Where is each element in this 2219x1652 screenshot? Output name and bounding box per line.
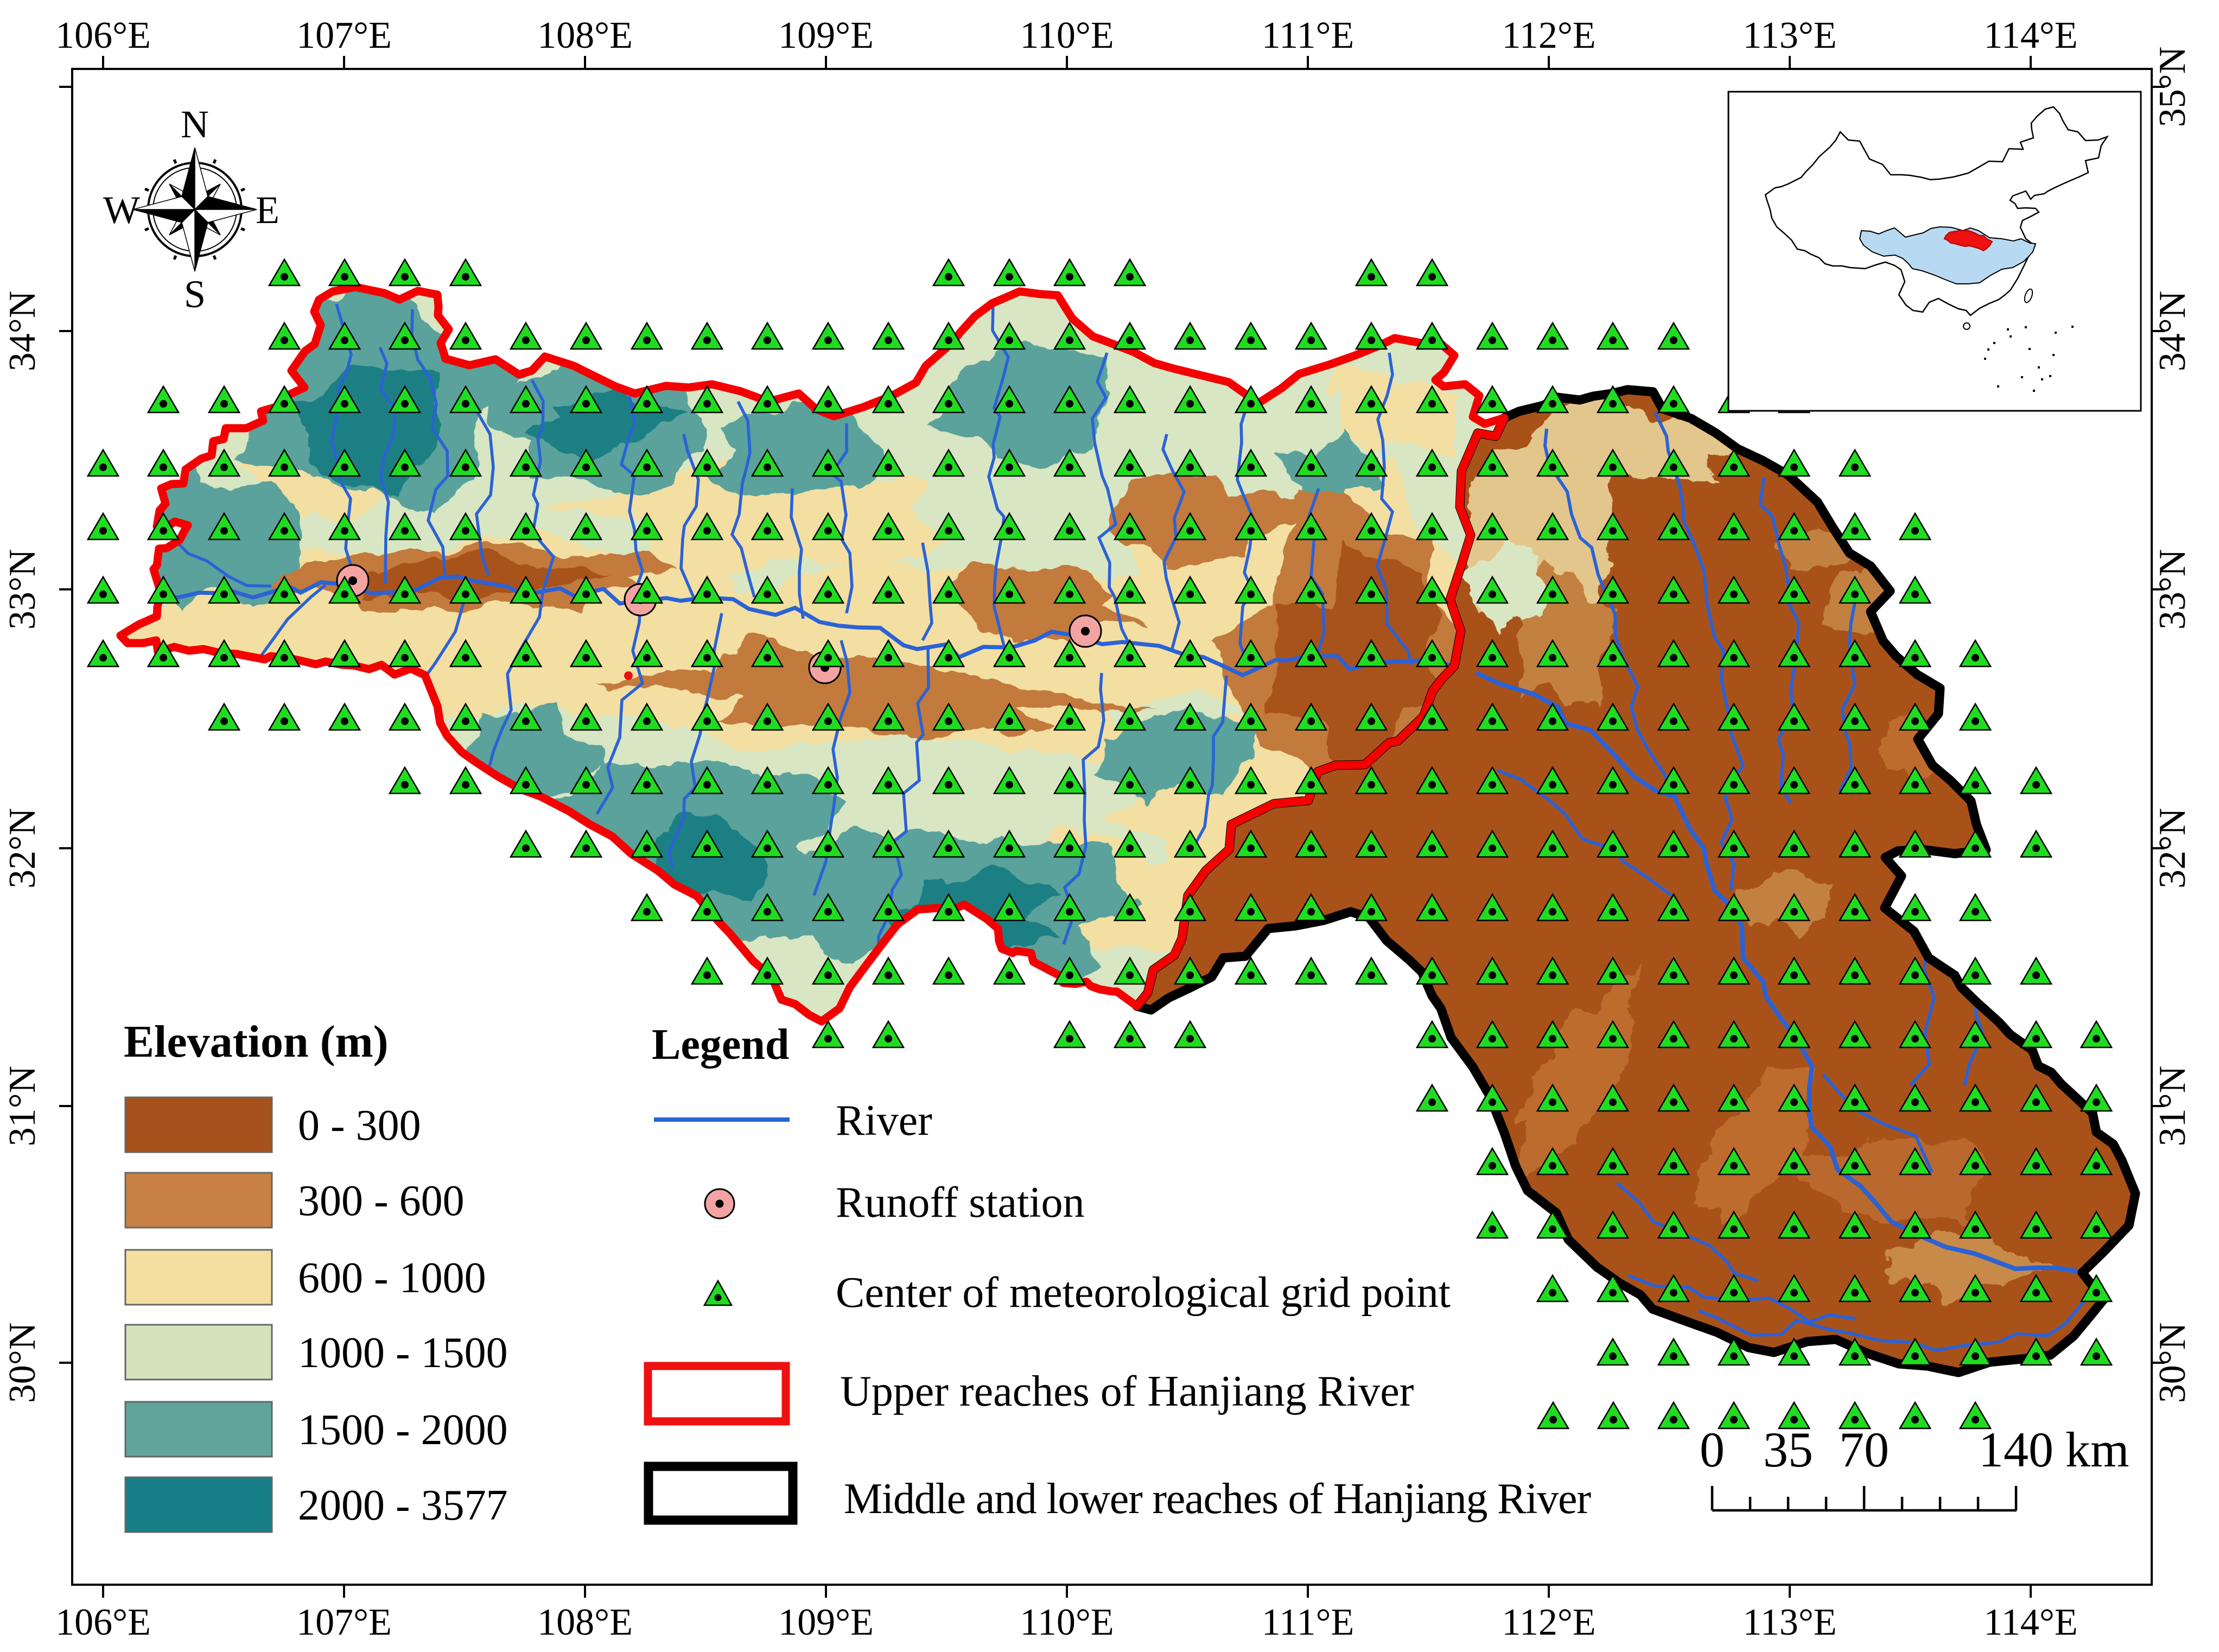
svg-text:70: 70 — [1839, 1422, 1889, 1477]
svg-text:114°E: 114°E — [1983, 1602, 2077, 1643]
svg-text:108°E: 108°E — [537, 15, 633, 56]
svg-text:114°E: 114°E — [1983, 15, 2077, 56]
svg-text:33°N: 33°N — [2152, 549, 2193, 630]
svg-text:106°E: 106°E — [55, 15, 151, 56]
svg-text:35: 35 — [1763, 1422, 1813, 1477]
svg-text:31°N: 31°N — [2152, 1066, 2193, 1147]
svg-text:Legend: Legend — [652, 1021, 789, 1069]
svg-text:30°N: 30°N — [2, 1323, 43, 1403]
svg-text:112°E: 112°E — [1502, 1602, 1595, 1643]
svg-text:W: W — [103, 188, 140, 232]
svg-text:Upper reaches of Hanjiang Rive: Upper reaches of Hanjiang River — [840, 1368, 1414, 1415]
svg-text:33°N: 33°N — [2, 549, 43, 630]
svg-text:km: km — [2065, 1422, 2129, 1477]
svg-text:Elevation (m): Elevation (m) — [124, 1016, 389, 1067]
svg-text:1500 - 2000: 1500 - 2000 — [298, 1406, 508, 1454]
svg-text:107°E: 107°E — [296, 1602, 392, 1643]
svg-text:35°N: 35°N — [2152, 47, 2193, 128]
svg-text:110°E: 110°E — [1020, 1602, 1114, 1643]
svg-text:River: River — [836, 1097, 932, 1145]
svg-text:E: E — [256, 188, 279, 232]
svg-text:Runoff station: Runoff station — [836, 1179, 1085, 1227]
svg-text:34°N: 34°N — [2152, 291, 2193, 372]
svg-text:107°E: 107°E — [296, 15, 392, 56]
svg-text:31°N: 31°N — [2, 1066, 43, 1147]
svg-text:111°E: 111°E — [1262, 1602, 1355, 1643]
svg-text:32°N: 32°N — [2152, 808, 2193, 889]
svg-text:109°E: 109°E — [778, 15, 874, 56]
svg-text:113°E: 113°E — [1743, 15, 1836, 56]
svg-text:30°N: 30°N — [2152, 1323, 2193, 1403]
svg-text:112°E: 112°E — [1502, 15, 1595, 56]
svg-text:111°E: 111°E — [1262, 15, 1355, 56]
svg-text:300 - 600: 300 - 600 — [298, 1177, 465, 1225]
svg-text:1000 - 1500: 1000 - 1500 — [298, 1329, 508, 1377]
svg-text:0: 0 — [1700, 1422, 1725, 1477]
svg-text:Middle and lower reaches of Ha: Middle and lower reaches of Hanjiang Riv… — [844, 1475, 1591, 1523]
svg-text:106°E: 106°E — [55, 1602, 151, 1643]
svg-text:0 - 300: 0 - 300 — [298, 1102, 421, 1149]
svg-text:140: 140 — [1979, 1422, 2053, 1477]
svg-text:N: N — [181, 103, 209, 146]
svg-text:34°N: 34°N — [2, 291, 43, 372]
svg-text:S: S — [184, 272, 206, 316]
svg-text:600 - 1000: 600 - 1000 — [298, 1254, 486, 1302]
svg-text:113°E: 113°E — [1743, 1602, 1836, 1643]
svg-text:108°E: 108°E — [537, 1602, 633, 1643]
svg-text:2000 - 3577: 2000 - 3577 — [298, 1482, 508, 1529]
svg-text:110°E: 110°E — [1020, 15, 1114, 56]
svg-text:109°E: 109°E — [778, 1602, 874, 1643]
svg-text:32°N: 32°N — [2, 808, 43, 889]
svg-text:Center of meteorological grid: Center of meteorological grid point — [836, 1269, 1451, 1317]
